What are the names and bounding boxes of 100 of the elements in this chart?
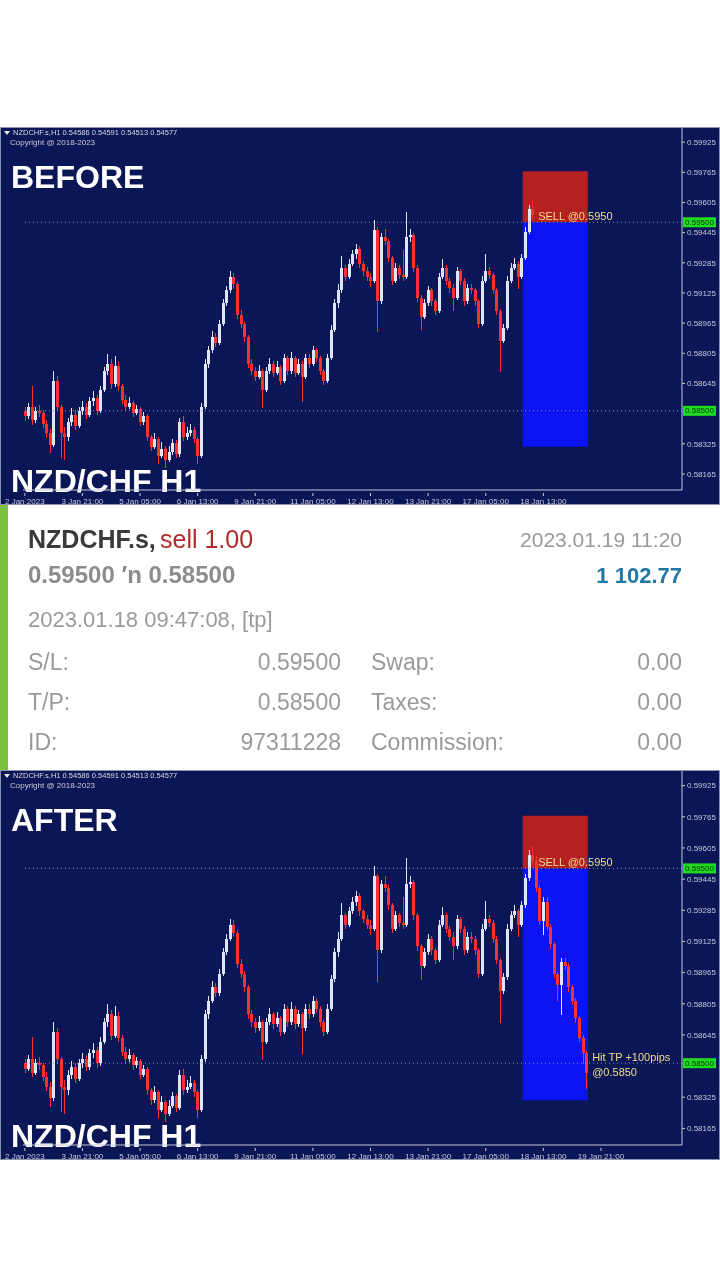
candlestick [142, 411, 145, 426]
ref-line-label: 0.58500 [685, 406, 715, 416]
text: Copyright @ 2018-2023 [10, 138, 96, 148]
candlestick [466, 283, 469, 305]
x-tick-label: 18 Jan 13:00 [520, 496, 568, 506]
candlestick [38, 1056, 41, 1071]
candlestick [139, 405, 142, 427]
candlestick [175, 1093, 178, 1113]
candlestick [459, 268, 462, 286]
text: S/L: [28, 649, 69, 675]
candlestick [279, 1015, 282, 1038]
y-tick-label: 0.59285 [687, 258, 717, 268]
candlestick [182, 415, 185, 443]
candlestick [272, 360, 275, 378]
candlestick [420, 943, 423, 981]
candlestick [517, 260, 520, 290]
candlestick [456, 914, 459, 950]
candlestick [272, 1011, 275, 1030]
candlestick [261, 368, 264, 409]
candlestick [362, 260, 365, 277]
candlestick [229, 917, 232, 942]
x-tick-label: 5 Jan 05:00 [119, 1151, 162, 1161]
candlestick [110, 358, 113, 390]
text: 2023.01.18 09:47:08, [tp] [28, 607, 273, 632]
y-tick-label: 0.58165 [687, 1124, 717, 1134]
candlestick [531, 200, 534, 220]
y-tick-label: 0.59285 [687, 906, 717, 916]
candlestick [150, 434, 153, 452]
candlestick [164, 1099, 167, 1123]
candlestick [506, 275, 509, 331]
x-tick-label: 6 Jan 13:00 [176, 1151, 220, 1161]
text: Copyright @ 2018-2023 [10, 781, 96, 791]
candlestick [499, 307, 502, 373]
annotation: NZD/CHF H1 [11, 1118, 202, 1154]
y-tick-label: 0.59765 [687, 812, 717, 822]
candlestick [430, 287, 433, 307]
candlestick [229, 270, 232, 294]
candlestick [402, 249, 405, 282]
candlestick [470, 283, 473, 296]
candlestick [416, 264, 419, 303]
candlestick [290, 1001, 293, 1026]
text: NZDCHF.s, [28, 525, 156, 553]
candlestick [427, 285, 430, 307]
candlestick [312, 995, 315, 1018]
candlestick [254, 366, 257, 382]
text: sell 1.00 [160, 525, 254, 553]
candlestick [502, 322, 505, 345]
candlestick [502, 972, 505, 995]
y-tick-label: 0.59925 [687, 781, 717, 791]
candlestick [110, 1009, 113, 1041]
candlestick [60, 1056, 63, 1113]
candlestick [294, 1005, 297, 1030]
text: 97311228 [240, 729, 341, 755]
candlestick [326, 1003, 329, 1036]
candlestick [31, 1036, 34, 1078]
candlestick [402, 896, 405, 930]
x-tick-label: 13 Jan 21:00 [404, 1151, 452, 1161]
candlestick [135, 404, 138, 416]
x-tick-label: 13 Jan 21:00 [404, 496, 452, 506]
candlestick [452, 931, 455, 962]
ref-line-label: 0.58500 [685, 1058, 715, 1068]
x-tick-label: 11 Jan 05:00 [290, 496, 337, 506]
x-tick-label: 5 Jan 05:00 [119, 496, 162, 506]
candlestick [175, 439, 178, 460]
text: Swap: [371, 649, 435, 675]
candlestick [312, 345, 315, 367]
candlestick [99, 1036, 102, 1067]
candlestick [211, 980, 214, 1004]
y-tick-label: 0.59445 [687, 874, 717, 884]
candlestick [355, 890, 358, 907]
candlestick [394, 910, 397, 932]
candlestick [409, 228, 412, 243]
x-tick-label: 18 Jan 13:00 [520, 1151, 568, 1161]
y-tick-label: 0.58325 [687, 1093, 717, 1103]
candlestick [132, 1052, 135, 1071]
text: 0.00 [637, 649, 682, 675]
candlestick [420, 294, 423, 331]
candlestick [114, 355, 117, 388]
text: 0.59500 [257, 649, 341, 675]
candlestick [56, 1027, 59, 1065]
text: ID: [28, 729, 58, 755]
annotation: Hit TP +100pips @0.5850 [592, 1051, 671, 1079]
candlestick [315, 347, 318, 363]
candlestick [427, 933, 430, 956]
y-tick-label: 0.59445 [687, 228, 717, 238]
candlestick [146, 1065, 149, 1096]
candlestick [466, 931, 469, 954]
candlestick [38, 404, 41, 418]
candlestick [488, 266, 491, 280]
candlestick [99, 385, 102, 414]
text: 0.59500 ′n 0.58500 [28, 561, 236, 588]
candlestick [74, 409, 77, 431]
candlestick [24, 1058, 27, 1075]
candlestick [286, 355, 289, 377]
candlestick [524, 873, 527, 909]
candlestick [236, 281, 239, 320]
candlestick [398, 912, 401, 928]
candlestick [88, 1048, 91, 1071]
x-tick-label: 19 Jan 21:00 [577, 1151, 625, 1161]
y-tick-label: 0.58645 [687, 379, 717, 389]
